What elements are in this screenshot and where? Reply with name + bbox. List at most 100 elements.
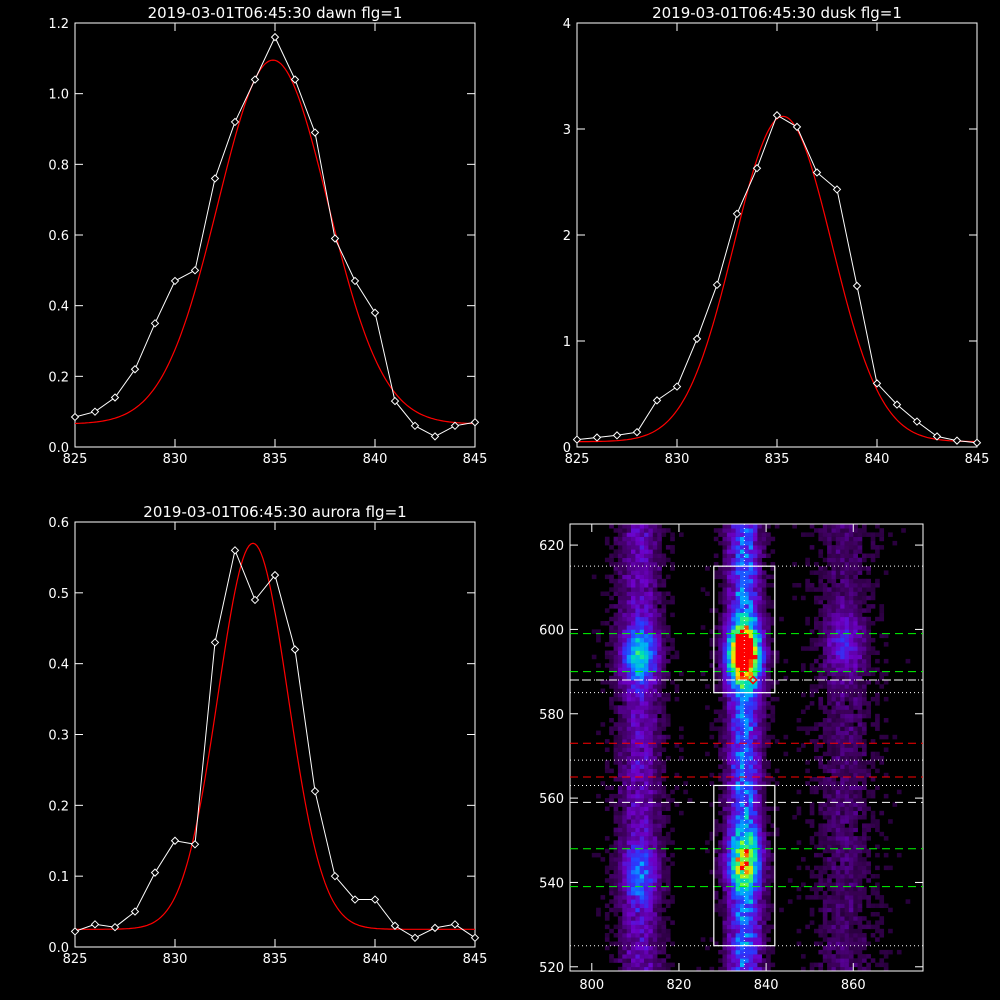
x-tick-label-0-4: 845 bbox=[463, 452, 488, 467]
region-box-1 bbox=[713, 784, 776, 947]
data-point-0-13 bbox=[330, 234, 340, 243]
x-tick-label-1-1: 830 bbox=[665, 452, 690, 467]
x-tick-label-0-2: 835 bbox=[263, 452, 288, 467]
x-tick-label-2-4: 845 bbox=[463, 952, 488, 967]
fit-curve-2 bbox=[75, 542, 475, 930]
y-tick-label-1-4: 4 bbox=[563, 17, 571, 32]
y-tick-label-0-6: 1.2 bbox=[48, 17, 69, 32]
y-tick-label-0-2: 0.4 bbox=[48, 300, 69, 315]
heatmap-cells bbox=[591, 524, 911, 972]
plot-frame-3 bbox=[569, 523, 924, 972]
x-tick-label-1-4: 845 bbox=[965, 452, 990, 467]
y-tick-label-2-3: 0.3 bbox=[48, 729, 69, 744]
y-tick-label-1-1: 1 bbox=[563, 335, 571, 350]
plot-frame-0 bbox=[74, 22, 476, 448]
data-point-1-18 bbox=[932, 432, 942, 441]
y-tick-label-0-1: 0.2 bbox=[48, 370, 69, 385]
peak-marker-1 bbox=[748, 675, 758, 685]
y-tick-label-0-4: 0.8 bbox=[48, 158, 69, 173]
data-point-2-5 bbox=[170, 836, 180, 845]
data-point-0-10 bbox=[270, 32, 280, 42]
y-tick-label-3-4: 600 bbox=[539, 623, 564, 638]
data-point-1-10 bbox=[772, 111, 782, 120]
data-point-0-8 bbox=[230, 117, 240, 127]
x-tick-label-3-0: 800 bbox=[579, 978, 604, 993]
y-tick-label-2-4: 0.4 bbox=[48, 658, 69, 673]
data-point-0-11 bbox=[290, 75, 300, 84]
data-point-2-6 bbox=[190, 840, 200, 849]
data-point-0-18 bbox=[430, 432, 440, 441]
x-tick-label-1-3: 840 bbox=[865, 452, 890, 467]
data-point-2-15 bbox=[370, 895, 380, 904]
y-tick-label-2-1: 0.1 bbox=[48, 870, 69, 885]
data-point-2-20 bbox=[470, 933, 480, 942]
x-tick-label-3-2: 840 bbox=[754, 978, 779, 993]
x-tick-label-0-1: 830 bbox=[163, 452, 188, 467]
y-tick-label-0-0: 0.0 bbox=[48, 441, 69, 456]
data-point-1-14 bbox=[852, 281, 862, 291]
data-point-0-1 bbox=[90, 407, 100, 416]
y-tick-label-0-3: 0.6 bbox=[48, 229, 69, 244]
y-tick-label-2-6: 0.6 bbox=[48, 516, 69, 531]
x-tick-label-0-0: 825 bbox=[63, 452, 88, 467]
data-point-1-8 bbox=[732, 209, 742, 219]
data-point-0-17 bbox=[410, 421, 420, 431]
data-point-2-13 bbox=[330, 871, 340, 881]
fit-curve-1 bbox=[576, 115, 978, 443]
data-point-1-1 bbox=[592, 433, 602, 442]
data-point-0-2 bbox=[110, 393, 120, 402]
data-point-1-7 bbox=[712, 280, 722, 290]
data-point-0-14 bbox=[350, 276, 360, 286]
data-point-1-20 bbox=[972, 438, 982, 447]
data-point-1-15 bbox=[872, 379, 882, 388]
data-point-0-7 bbox=[210, 174, 220, 183]
data-point-2-1 bbox=[90, 920, 100, 929]
data-point-0-12 bbox=[310, 128, 320, 137]
fit-curve-0 bbox=[74, 59, 476, 425]
data-point-2-2 bbox=[110, 922, 120, 932]
y-tick-label-2-5: 0.5 bbox=[48, 587, 69, 602]
data-point-1-4 bbox=[652, 396, 662, 405]
data-point-0-20 bbox=[470, 418, 480, 427]
y-tick-label-1-2: 2 bbox=[563, 229, 571, 244]
data-point-2-7 bbox=[210, 638, 220, 647]
data-point-1-17 bbox=[912, 417, 922, 426]
y-tick-label-1-0: 0 bbox=[563, 441, 571, 456]
y-tick-label-3-3: 580 bbox=[539, 708, 564, 723]
data-point-1-16 bbox=[892, 400, 902, 409]
plot-frame-1 bbox=[576, 22, 978, 448]
data-point-2-17 bbox=[410, 933, 420, 942]
data-line-0 bbox=[74, 35, 476, 437]
region-box-0 bbox=[713, 565, 776, 694]
peak-marker-0 bbox=[739, 650, 749, 660]
x-tick-label-3-1: 820 bbox=[667, 978, 692, 993]
y-tick-label-3-5: 620 bbox=[539, 539, 564, 554]
data-point-2-3 bbox=[130, 907, 140, 916]
data-point-0-9 bbox=[250, 75, 260, 84]
data-point-1-13 bbox=[832, 185, 842, 194]
y-tick-label-1-3: 3 bbox=[563, 123, 571, 138]
data-point-1-3 bbox=[632, 427, 642, 437]
data-point-2-12 bbox=[310, 786, 320, 796]
data-point-0-4 bbox=[150, 319, 160, 328]
chart-title-aurora: 2019-03-01T06:45:30 aurora flg=1 bbox=[143, 503, 407, 521]
x-tick-label-2-1: 830 bbox=[163, 952, 188, 967]
data-point-2-19 bbox=[450, 920, 460, 929]
data-point-2-16 bbox=[390, 921, 400, 930]
data-point-1-6 bbox=[692, 334, 702, 344]
data-point-0-15 bbox=[370, 308, 380, 317]
data-point-2-18 bbox=[430, 923, 440, 933]
x-tick-label-0-3: 840 bbox=[363, 452, 388, 467]
data-line-1 bbox=[576, 114, 978, 444]
data-point-0-3 bbox=[130, 365, 140, 374]
data-point-1-2 bbox=[612, 431, 622, 440]
data-point-1-5 bbox=[672, 382, 682, 391]
chart-title-dawn: 2019-03-01T06:45:30 dawn flg=1 bbox=[147, 4, 403, 22]
data-point-2-14 bbox=[350, 895, 360, 904]
data-point-0-6 bbox=[190, 266, 200, 275]
plot-frame-2 bbox=[74, 521, 476, 948]
data-point-2-11 bbox=[290, 645, 300, 654]
x-tick-label-2-3: 840 bbox=[363, 952, 388, 967]
x-tick-label-3-3: 860 bbox=[841, 978, 866, 993]
